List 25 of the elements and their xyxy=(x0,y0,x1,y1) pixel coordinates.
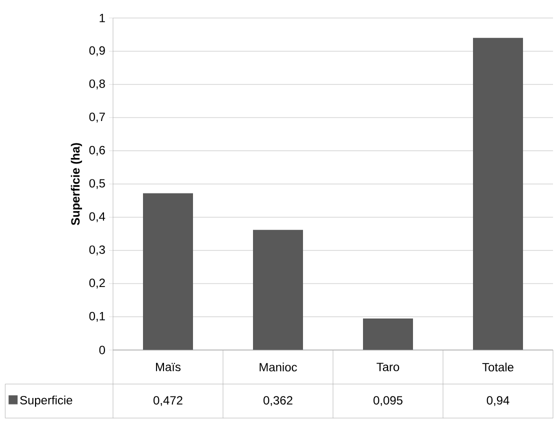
legend-label: Superficie xyxy=(20,396,72,407)
y-tick-label: 0,7 xyxy=(89,112,105,123)
y-tick-label: 1 xyxy=(100,14,105,22)
y-tick-label: 0,4 xyxy=(89,212,106,222)
y-tick-label: 0,5 xyxy=(89,179,105,189)
x-tick-label: Taro xyxy=(376,362,400,372)
y-tick-label: 0,8 xyxy=(89,79,105,90)
y-tick-label: 0,6 xyxy=(89,146,105,156)
data-label: 0,095 xyxy=(374,396,402,406)
bar xyxy=(253,230,303,350)
data-label: 0,472 xyxy=(154,396,182,406)
y-tick-label: 0,3 xyxy=(89,245,105,256)
bar xyxy=(473,38,523,350)
x-tick-label: Manioc xyxy=(260,362,297,372)
y-tick-label: 0,1 xyxy=(89,312,105,322)
y-axis-title: Superficie (ha) xyxy=(70,143,82,226)
data-label: 0,362 xyxy=(264,396,292,406)
y-tick-label: 0,9 xyxy=(89,46,105,56)
bar xyxy=(363,318,413,350)
data-label: 0,94 xyxy=(486,396,510,406)
x-tick-label: Maïs xyxy=(156,362,181,372)
bar xyxy=(143,193,193,350)
y-tick-label: 0,2 xyxy=(89,278,105,289)
x-tick-label: Totale xyxy=(482,362,514,372)
y-tick-label: 0 xyxy=(99,346,106,354)
